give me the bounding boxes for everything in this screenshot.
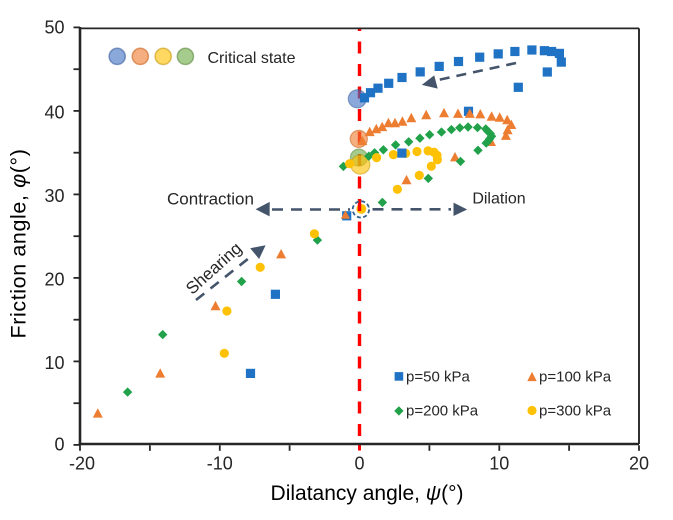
svg-text:20: 20 bbox=[44, 270, 64, 290]
svg-text:Dilatancy angle, ψ(°): Dilatancy angle, ψ(°) bbox=[271, 482, 464, 505]
svg-text:Contraction: Contraction bbox=[167, 190, 254, 209]
svg-text:p=100 kPa: p=100 kPa bbox=[539, 368, 612, 385]
svg-text:p=50 kPa: p=50 kPa bbox=[406, 368, 470, 385]
svg-text:-20: -20 bbox=[69, 454, 95, 474]
svg-text:10: 10 bbox=[489, 454, 509, 474]
svg-text:Critical state: Critical state bbox=[208, 50, 296, 67]
svg-text:40: 40 bbox=[44, 103, 64, 123]
svg-text:p=300 kPa: p=300 kPa bbox=[539, 403, 612, 420]
svg-text:Dilation: Dilation bbox=[472, 191, 525, 208]
svg-text:10: 10 bbox=[44, 353, 64, 373]
svg-text:Friction angle, φ(°): Friction angle, φ(°) bbox=[7, 149, 31, 339]
svg-text:0: 0 bbox=[354, 454, 364, 474]
svg-text:20: 20 bbox=[629, 454, 649, 474]
svg-text:0: 0 bbox=[54, 435, 64, 455]
svg-text:50: 50 bbox=[44, 18, 64, 38]
svg-text:-10: -10 bbox=[207, 454, 233, 474]
svg-text:p=200 kPa: p=200 kPa bbox=[406, 403, 479, 420]
svg-text:30: 30 bbox=[44, 186, 64, 206]
